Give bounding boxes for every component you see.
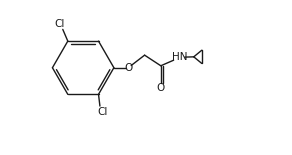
Text: Cl: Cl [54, 19, 64, 29]
Text: O: O [157, 83, 165, 93]
Text: O: O [124, 63, 133, 73]
Text: HN: HN [172, 52, 187, 62]
Text: Cl: Cl [98, 107, 108, 117]
